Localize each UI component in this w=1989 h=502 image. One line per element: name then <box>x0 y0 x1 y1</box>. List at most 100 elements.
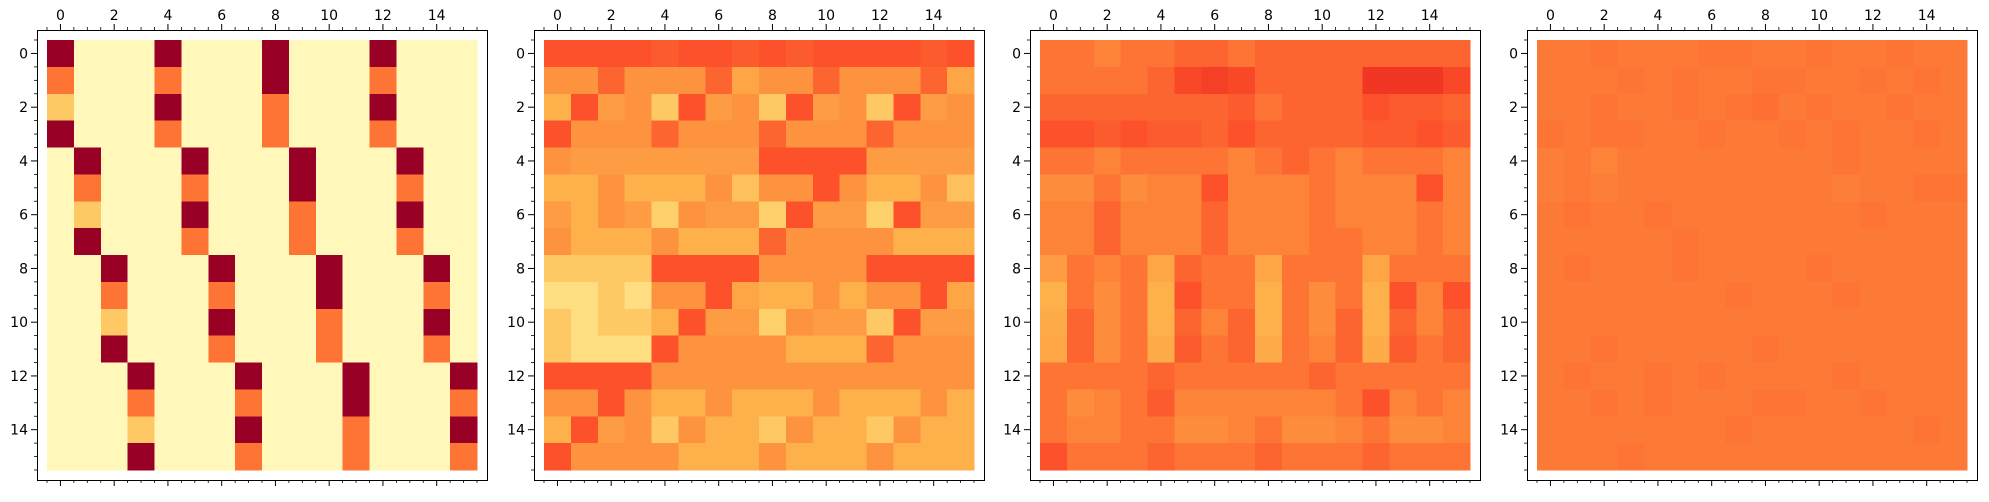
heatmap-cell <box>369 147 397 175</box>
heatmap-cell <box>544 201 572 229</box>
heatmap-cell <box>1698 255 1726 283</box>
heatmap-cell <box>154 389 182 417</box>
heatmap-cell <box>1590 362 1619 390</box>
heatmap-cell <box>1644 362 1672 390</box>
heatmap-cell <box>1805 281 1834 310</box>
heatmap-cell <box>812 174 841 202</box>
heatmap-cell <box>1201 281 1229 310</box>
heatmap-cell <box>785 335 814 363</box>
heatmap-cell <box>1617 281 1645 310</box>
heatmap-cell <box>1147 201 1175 229</box>
heatmap-cell <box>1335 201 1363 229</box>
heatmap-cell <box>920 389 948 417</box>
heatmap-cell <box>235 255 263 283</box>
heatmap-cell <box>1617 443 1645 471</box>
heatmap-cell <box>1859 255 1887 283</box>
heatmap-cell <box>423 255 451 283</box>
heatmap-cell <box>181 416 209 444</box>
y-tick-label: 12 <box>10 369 28 385</box>
heatmap-cell <box>369 201 397 229</box>
heatmap-cell <box>1147 335 1175 363</box>
heatmap-cell <box>732 147 760 175</box>
heatmap-cell <box>1832 201 1860 229</box>
heatmap-cell <box>1255 281 1283 310</box>
heatmap-cell <box>1335 416 1363 444</box>
heatmap-cell <box>947 93 975 122</box>
heatmap-cell <box>920 228 948 256</box>
heatmap-cell <box>423 335 451 363</box>
heatmap-cell <box>315 255 344 283</box>
heatmap-cell <box>1671 281 1699 310</box>
heatmap-cell <box>597 443 626 471</box>
heatmap-cell <box>1590 416 1619 444</box>
heatmap-cell <box>1308 308 1337 337</box>
heatmap-cell <box>732 120 760 148</box>
heatmap-cell <box>1832 147 1860 175</box>
heatmap-cell <box>181 308 209 337</box>
heatmap-cell <box>1752 40 1780 68</box>
heatmap-cell <box>450 93 478 122</box>
heatmap-cell <box>839 40 867 68</box>
heatmap-cell <box>73 120 102 148</box>
heatmap-cell <box>73 308 102 337</box>
heatmap-cell <box>785 147 814 175</box>
x-tick-label: 0 <box>1546 8 1555 24</box>
heatmap-cell <box>812 120 841 148</box>
heatmap-cell <box>1644 255 1672 283</box>
heatmap-cell <box>1590 40 1619 68</box>
heatmap-cell <box>1228 174 1256 202</box>
heatmap-cell <box>423 120 451 148</box>
heatmap-cell <box>423 66 451 95</box>
heatmap-cell <box>570 255 599 283</box>
y-tick-label: 12 <box>507 369 525 385</box>
y-tick-label: 2 <box>516 100 525 116</box>
heatmap-cell <box>866 174 894 202</box>
heatmap-cell <box>920 443 948 471</box>
heatmap-cell <box>1859 174 1887 202</box>
y-tick-label: 12 <box>1003 369 1021 385</box>
heatmap-cell <box>1308 389 1337 417</box>
heatmap-cell <box>1066 389 1095 417</box>
heatmap-cell <box>181 443 209 471</box>
heatmap-cell <box>154 335 182 363</box>
heatmap-cell <box>1147 255 1175 283</box>
heatmap-cell <box>181 362 209 390</box>
heatmap-cell <box>1066 281 1095 310</box>
heatmap-cell <box>732 335 760 363</box>
heatmap-cell <box>1093 416 1122 444</box>
heatmap-cell <box>100 335 129 363</box>
heatmap-cell <box>100 66 129 95</box>
heatmap-cell <box>100 147 129 175</box>
heatmap-cell <box>544 389 572 417</box>
heatmap-cell <box>369 40 397 68</box>
heatmap-cell <box>1563 66 1592 95</box>
heatmap-cell <box>235 416 263 444</box>
x-tick-label: 6 <box>217 8 226 24</box>
x-tick-label: 4 <box>1156 8 1165 24</box>
heatmap-cell <box>450 308 478 337</box>
heatmap-cell <box>1778 174 1807 202</box>
heatmap-cell <box>235 93 263 122</box>
heatmap-cell <box>342 416 370 444</box>
heatmap-cell <box>839 308 867 337</box>
heatmap-cell <box>181 201 209 229</box>
heatmap-panel-1: 0 0 2 2 4 4 6 6 8 8 10 10 12 12 14 14 <box>10 8 488 486</box>
heatmap-cell <box>759 228 787 256</box>
heatmap-cell <box>1040 66 1068 95</box>
heatmap-cell <box>597 66 626 95</box>
heatmap-cell <box>624 201 652 229</box>
heatmap-cell <box>1362 281 1390 310</box>
heatmap-cell <box>1698 281 1726 310</box>
heatmap-cell <box>127 93 155 122</box>
heatmap-cell <box>423 201 451 229</box>
heatmap-cell <box>1805 308 1834 337</box>
x-tick-label: 4 <box>163 8 172 24</box>
heatmap-cell <box>1389 362 1417 390</box>
heatmap-cell <box>570 40 599 68</box>
heatmap-cell <box>208 93 236 122</box>
heatmap-cell <box>866 66 894 95</box>
heatmap-cell <box>1590 120 1619 148</box>
heatmap-cell <box>678 308 706 337</box>
heatmap-cell <box>1066 228 1095 256</box>
heatmap-cell <box>893 174 921 202</box>
